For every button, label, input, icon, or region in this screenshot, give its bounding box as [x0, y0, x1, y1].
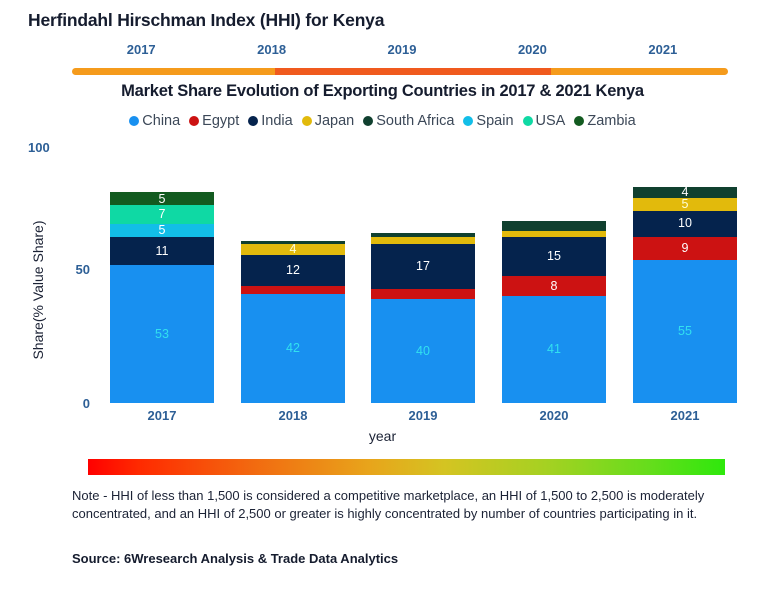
bar-segment-china: 42 — [241, 293, 345, 403]
bar-value-label: 42 — [286, 341, 300, 356]
legend-item-zambia[interactable]: Zambia — [574, 113, 636, 129]
bar-column-2017[interactable]: 5 7 5 11 53 — [110, 192, 214, 403]
bar-value-label: 11 — [155, 243, 169, 258]
bar-segment-india: 12 — [241, 254, 345, 287]
bar-segment-usa: 7 — [110, 205, 214, 224]
bar-column-2021[interactable]: 4 5 10 9 55 — [633, 187, 737, 403]
bar-segment-spain: 5 — [110, 223, 214, 237]
concentration-gradient-bar — [88, 459, 725, 475]
x-axis-label: year — [368, 428, 397, 444]
x-axis-tick-2021: 2021 — [670, 408, 700, 423]
hhi-year-2020: 2020 — [517, 42, 547, 57]
hhi-bar-segment-2 — [550, 68, 728, 75]
bar-segment-china: 40 — [371, 299, 475, 403]
bar-value-label: 15 — [547, 248, 561, 263]
legend-label: Egypt — [202, 113, 240, 129]
legend-item-egypt[interactable]: Egypt — [189, 113, 239, 129]
legend-dot-icon — [248, 116, 259, 126]
hhi-bar-segment-1 — [275, 68, 551, 75]
bar-value-label: 7 — [158, 207, 166, 222]
source-text: Source: 6Wresearch Analysis & Trade Data… — [72, 551, 399, 566]
legend-dot-icon — [129, 116, 140, 126]
legend-dot-icon — [189, 116, 200, 126]
bar-segment-india: 10 — [633, 210, 737, 237]
legend-dot-icon — [463, 116, 474, 126]
y-axis-tick-100: 100 — [28, 140, 50, 155]
y-axis-tick-50: 50 — [75, 262, 90, 277]
legend-item-usa[interactable]: USA — [522, 113, 566, 129]
hhi-year-strip: 2017 2018 2019 2020 2021 — [76, 42, 728, 62]
bar-columns: 5 7 5 11 53 4 12 42 17 40 15 8 41 4 5 10 9 55 — [96, 143, 751, 403]
y-axis-tick-0: 0 — [82, 396, 90, 411]
legend-item-india[interactable]: India — [248, 113, 293, 129]
bar-segment-zambia: 5 — [110, 192, 214, 206]
bar-segment-egypt — [241, 286, 345, 294]
legend-item-japan[interactable]: Japan — [301, 113, 355, 129]
x-axis-tick-2017: 2017 — [147, 408, 177, 423]
bar-segment-japan: 4 — [241, 244, 345, 255]
bar-segment-south-africa — [502, 221, 606, 232]
legend-dot-icon — [522, 116, 533, 126]
hhi-scale-bar — [72, 68, 728, 75]
bar-segment-india: 15 — [502, 236, 606, 276]
bar-value-label: 4 — [289, 244, 297, 255]
chart-subtitle: Market Share Evolution of Exporting Coun… — [121, 82, 644, 100]
legend-label: Zambia — [587, 113, 636, 129]
bar-value-label: 53 — [155, 326, 169, 341]
legend-label: China — [142, 113, 181, 129]
hhi-year-2019: 2019 — [387, 42, 417, 57]
bar-column-2019[interactable]: 17 40 — [371, 232, 475, 403]
x-axis-tick-2019: 2019 — [408, 408, 438, 423]
legend-item-spain[interactable]: Spain — [463, 113, 514, 129]
bar-segment-south-africa — [371, 232, 475, 237]
bar-value-label: 4 — [681, 187, 689, 198]
bar-segment-japan — [502, 231, 606, 237]
bar-value-label: 9 — [681, 241, 689, 256]
bar-value-label: 10 — [678, 216, 692, 231]
legend-dot-icon — [574, 116, 585, 126]
footnote-text: Note - HHI of less than 1,500 is conside… — [72, 488, 705, 522]
bar-segment-japan — [371, 236, 475, 245]
bar-column-2020[interactable]: 15 8 41 — [502, 221, 606, 403]
bar-segment-south-africa — [241, 240, 345, 245]
bar-value-label: 17 — [416, 259, 430, 274]
bar-value-label: 40 — [416, 343, 430, 358]
chart-legend: China Egypt India Japan South Africa Spain USA… — [0, 113, 765, 129]
bar-segment-egypt: 9 — [633, 236, 737, 260]
legend-item-south-africa[interactable]: South Africa — [363, 113, 454, 129]
bar-column-2018[interactable]: 4 12 42 — [241, 240, 345, 403]
legend-item-china[interactable]: China — [129, 113, 180, 129]
bar-value-label: 5 — [158, 223, 166, 237]
x-axis-tick-2020: 2020 — [539, 408, 569, 423]
bar-segment-egypt — [371, 288, 475, 299]
x-axis-tick-2018: 2018 — [278, 408, 308, 423]
bar-segment-south-africa: 4 — [633, 187, 737, 198]
bar-segment-india: 11 — [110, 236, 214, 266]
legend-label: USA — [535, 113, 566, 129]
hhi-year-2018: 2018 — [257, 42, 287, 57]
page-title: Herfindahl Hirschman Index (HHI) for Ken… — [28, 10, 385, 30]
bar-segment-china: 41 — [502, 296, 606, 403]
legend-label: Japan — [314, 113, 355, 129]
bar-value-label: 55 — [678, 324, 692, 339]
y-axis-label: Share(% Value Share) — [30, 220, 46, 360]
bar-value-label: 8 — [550, 278, 558, 293]
hhi-year-2021: 2021 — [648, 42, 678, 57]
bar-segment-china: 55 — [633, 260, 737, 403]
hhi-year-2017: 2017 — [126, 42, 156, 57]
legend-label: South Africa — [376, 113, 455, 129]
legend-dot-icon — [301, 116, 312, 126]
bar-segment-egypt: 8 — [502, 275, 606, 297]
bar-value-label: 5 — [158, 192, 166, 206]
bar-value-label: 5 — [681, 197, 689, 211]
legend-label: Spain — [476, 113, 514, 129]
bar-segment-india: 17 — [371, 244, 475, 289]
bar-segment-japan: 5 — [633, 197, 737, 211]
legend-label: India — [261, 113, 293, 129]
bar-value-label: 41 — [547, 342, 561, 357]
bar-value-label: 12 — [286, 263, 300, 278]
bar-segment-china: 53 — [110, 265, 214, 403]
legend-dot-icon — [363, 116, 374, 126]
hhi-bar-segment-0 — [72, 68, 276, 75]
